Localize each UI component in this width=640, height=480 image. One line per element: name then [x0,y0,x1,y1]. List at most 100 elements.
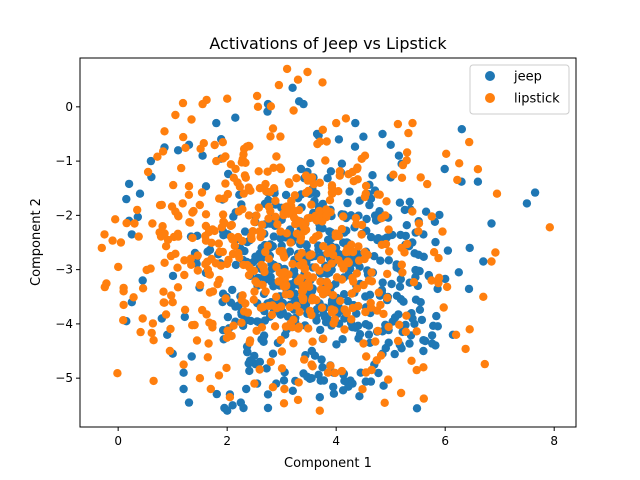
point-jeep [223,312,233,322]
point-jeep [457,125,466,134]
point-jeep [231,113,240,122]
point-jeep [355,262,364,272]
point-lipstick [293,75,303,84]
point-lipstick [244,211,254,220]
point-lipstick [254,167,263,176]
point-lipstick [337,366,347,376]
point-lipstick [221,294,230,303]
point-jeep [443,246,453,255]
point-lipstick [434,253,443,263]
point-lipstick [376,351,386,360]
point-lipstick [142,265,151,275]
point-jeep [387,279,396,289]
point-jeep [180,312,189,322]
point-jeep [240,227,250,236]
point-lipstick [427,212,436,221]
point-lipstick [334,231,344,241]
plot-frame [79,57,577,428]
point-lipstick [204,339,213,348]
point-lipstick [196,144,205,153]
point-lipstick [473,165,483,174]
point-lipstick [275,163,285,172]
point-lipstick [384,375,393,384]
point-lipstick [272,262,281,272]
point-lipstick [371,337,380,346]
point-lipstick [148,319,158,328]
point-lipstick [277,347,287,356]
point-lipstick [158,222,167,231]
point-jeep [401,231,410,241]
point-lipstick [148,219,157,228]
point-lipstick [367,365,376,375]
point-jeep [296,164,306,174]
point-lipstick [264,301,273,311]
point-jeep [323,235,333,244]
point-lipstick [227,220,236,230]
point-jeep [243,347,252,357]
point-jeep [378,278,387,287]
point-jeep [122,194,131,204]
x-tick-label: 2 [223,434,231,448]
point-lipstick [206,384,215,394]
point-lipstick [307,360,316,369]
point-lipstick [442,149,451,158]
point-lipstick [321,156,330,165]
point-lipstick [241,158,250,167]
point-jeep [374,368,383,378]
point-lipstick [374,288,383,297]
point-lipstick [180,256,189,265]
point-jeep [429,321,438,330]
point-lipstick [397,243,406,253]
point-lipstick [404,128,413,138]
point-jeep [427,331,437,340]
point-lipstick [247,231,256,241]
point-lipstick [234,207,244,216]
point-lipstick [414,219,424,228]
point-jeep [124,179,134,189]
point-lipstick [364,276,374,285]
point-jeep [133,212,142,222]
point-jeep [135,189,145,198]
point-lipstick [223,326,232,335]
point-lipstick [296,232,305,241]
point-lipstick [208,287,218,296]
point-lipstick [255,365,264,374]
point-lipstick [423,179,432,189]
point-jeep [219,231,228,240]
point-jeep [428,339,437,348]
point-lipstick [308,273,318,282]
point-jeep [329,389,339,398]
point-jeep [432,311,441,321]
point-jeep [364,330,374,339]
point-lipstick [429,248,439,257]
point-jeep [173,146,183,155]
point-lipstick [239,189,248,198]
x-axis-label: Component 1 [284,456,372,471]
point-lipstick [303,67,312,77]
point-lipstick [299,222,308,231]
legend-label-jeep: jeep [513,70,542,85]
point-lipstick [237,318,246,327]
point-lipstick [545,223,554,232]
point-lipstick [281,322,291,331]
point-jeep [279,376,289,385]
point-lipstick [375,190,384,199]
point-lipstick [438,227,447,236]
point-jeep [401,320,410,330]
point-lipstick [100,230,109,239]
point-lipstick [287,196,296,206]
point-lipstick [280,253,289,262]
point-lipstick [138,314,147,323]
point-lipstick [245,142,254,151]
point-lipstick [381,211,390,220]
point-lipstick [349,177,358,186]
point-lipstick [286,238,295,247]
y-tick-label: 0 [65,100,73,114]
point-lipstick [197,188,207,197]
point-jeep [416,298,425,307]
point-lipstick [393,119,403,129]
point-lipstick [306,250,315,260]
point-jeep [245,366,254,376]
point-jeep [431,237,440,247]
point-lipstick [244,183,253,192]
